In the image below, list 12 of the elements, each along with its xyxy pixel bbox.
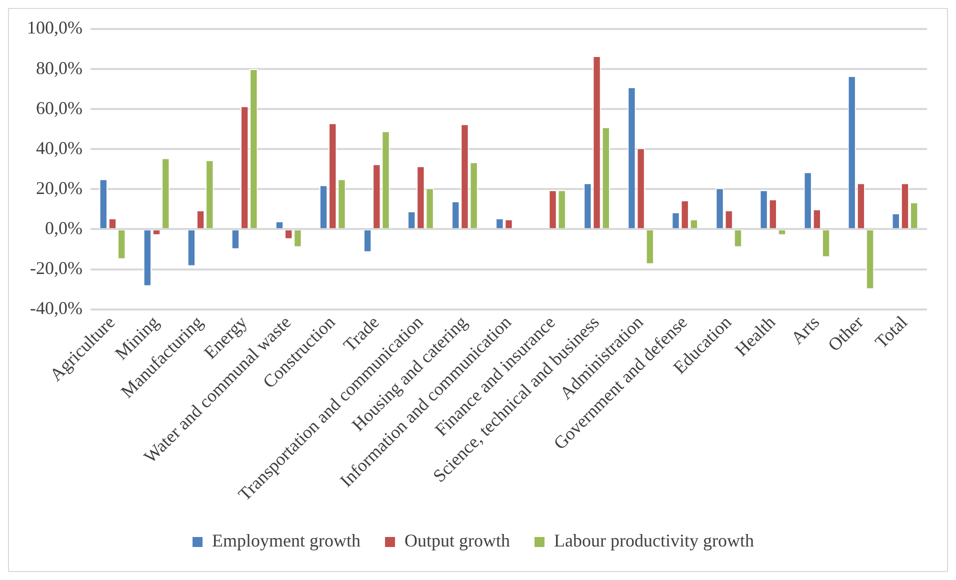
y-tick-label: 0,0% <box>44 218 82 238</box>
y-tick-label: -20,0% <box>30 258 82 278</box>
y-tick-label: 100,0% <box>26 18 82 38</box>
y-tick-label: 60,0% <box>36 98 82 118</box>
y-tick-label: 40,0% <box>36 138 82 158</box>
y-tick-label: 80,0% <box>36 58 82 78</box>
legend-label: Labour productivity growth <box>554 530 754 551</box>
legend-label: Employment growth <box>212 530 361 551</box>
legend-label: Output growth <box>404 530 510 551</box>
y-tick-label: -40,0% <box>30 298 82 318</box>
x-tick-label: Arts <box>787 312 824 348</box>
y-tick-label: 20,0% <box>36 178 82 198</box>
